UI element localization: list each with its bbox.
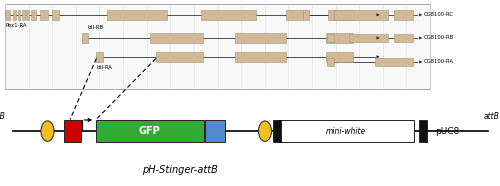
Bar xyxy=(200,10,256,20)
Text: btl-RA: btl-RA xyxy=(96,65,112,70)
Text: CG8100-RC: CG8100-RC xyxy=(424,12,454,17)
Bar xyxy=(32,10,36,20)
Bar xyxy=(419,121,427,142)
Bar xyxy=(334,10,388,20)
Ellipse shape xyxy=(258,121,272,141)
Bar xyxy=(5,4,430,89)
Bar xyxy=(234,52,286,62)
Bar xyxy=(64,121,81,142)
Bar xyxy=(394,34,413,42)
Bar xyxy=(327,58,334,66)
Text: pH-Stinger-attB: pH-Stinger-attB xyxy=(142,165,218,175)
Bar xyxy=(286,10,302,20)
Text: CG8100-RB: CG8100-RB xyxy=(424,36,454,40)
Bar xyxy=(96,121,204,142)
Bar xyxy=(349,34,388,42)
Bar xyxy=(107,10,166,20)
Bar xyxy=(82,33,88,43)
Text: mini-white: mini-white xyxy=(326,127,366,136)
Text: CG8100-RA: CG8100-RA xyxy=(424,59,454,64)
Bar xyxy=(52,10,59,20)
Bar xyxy=(5,10,10,20)
Bar xyxy=(394,10,413,20)
Ellipse shape xyxy=(41,121,54,141)
Bar xyxy=(18,10,21,20)
Text: attB: attB xyxy=(0,112,6,121)
Bar xyxy=(12,10,16,20)
Bar xyxy=(150,33,203,43)
Bar xyxy=(40,10,48,20)
Bar xyxy=(26,10,29,20)
Text: Pex1-RA: Pex1-RA xyxy=(5,23,26,28)
Bar xyxy=(205,121,225,142)
Bar xyxy=(326,52,353,62)
Bar xyxy=(327,34,334,42)
Text: pUC8: pUC8 xyxy=(435,127,459,136)
Bar xyxy=(156,52,202,62)
Text: btl-RB: btl-RB xyxy=(88,25,104,30)
Bar xyxy=(96,52,103,62)
Bar xyxy=(302,10,309,20)
Bar xyxy=(22,10,25,20)
Bar xyxy=(328,10,353,20)
Text: attB: attB xyxy=(484,112,500,121)
Text: GFP: GFP xyxy=(139,126,160,136)
Bar xyxy=(272,121,280,142)
Bar xyxy=(375,58,413,66)
Bar xyxy=(278,121,413,142)
Bar xyxy=(326,33,353,43)
Bar xyxy=(234,33,286,43)
